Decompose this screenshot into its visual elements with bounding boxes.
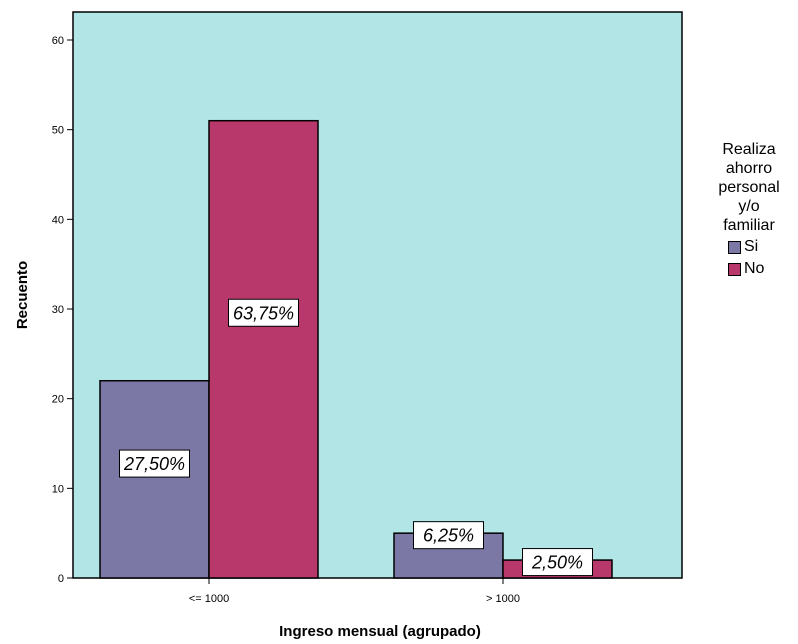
y-tick-label: 50 — [52, 125, 64, 137]
y-tick-label: 0 — [58, 573, 64, 585]
data-label: 2,50% — [531, 553, 583, 573]
data-label: 6,25% — [423, 526, 474, 546]
legend-label-no: No — [744, 260, 765, 277]
x-tick-label: > 1000 — [486, 593, 520, 605]
legend-title-line: familiar — [723, 217, 775, 234]
legend-swatch-si — [728, 240, 741, 254]
y-tick-label: 20 — [52, 394, 64, 406]
y-tick-label: 40 — [52, 214, 64, 226]
y-axis-title: Recuento — [14, 261, 31, 329]
bar-si-0 — [99, 379, 210, 579]
data-label-box — [413, 521, 484, 550]
legend-item-no: No — [728, 259, 798, 279]
legend-title-line: personal — [718, 179, 780, 196]
data-label-box — [119, 449, 190, 478]
legend-swatch-no — [728, 262, 741, 276]
bar-no-0 — [208, 119, 319, 579]
y-tick-label: 30 — [52, 304, 64, 316]
x-axis-title: Ingreso mensual (agrupado) — [279, 623, 481, 640]
data-label: 63,75% — [233, 303, 294, 323]
legend-title-line: y/o — [738, 198, 760, 215]
x-tick-label: <= 1000 — [189, 593, 229, 605]
y-axis: 0 10 20 30 40 50 60 — [52, 35, 73, 585]
legend-label-si: Si — [744, 238, 759, 255]
data-label: 27,50% — [123, 454, 185, 474]
data-label-box — [522, 548, 593, 577]
legend-item-si: Si — [728, 237, 798, 257]
x-axis: <= 1000 > 1000 — [189, 578, 520, 605]
y-tick-label: 60 — [52, 35, 64, 47]
y-tick-label: 10 — [52, 483, 64, 495]
legend: Realiza ahorro personal y/o familiar Si … — [700, 140, 798, 279]
legend-title-line: Realiza — [722, 141, 776, 158]
data-label-box — [228, 298, 299, 327]
legend-title-line: ahorro — [725, 160, 773, 177]
bars: 27,50% 63,75% 6,25% 2,50% — [99, 119, 613, 579]
legend-title: Realiza ahorro personal y/o familiar — [700, 140, 798, 235]
